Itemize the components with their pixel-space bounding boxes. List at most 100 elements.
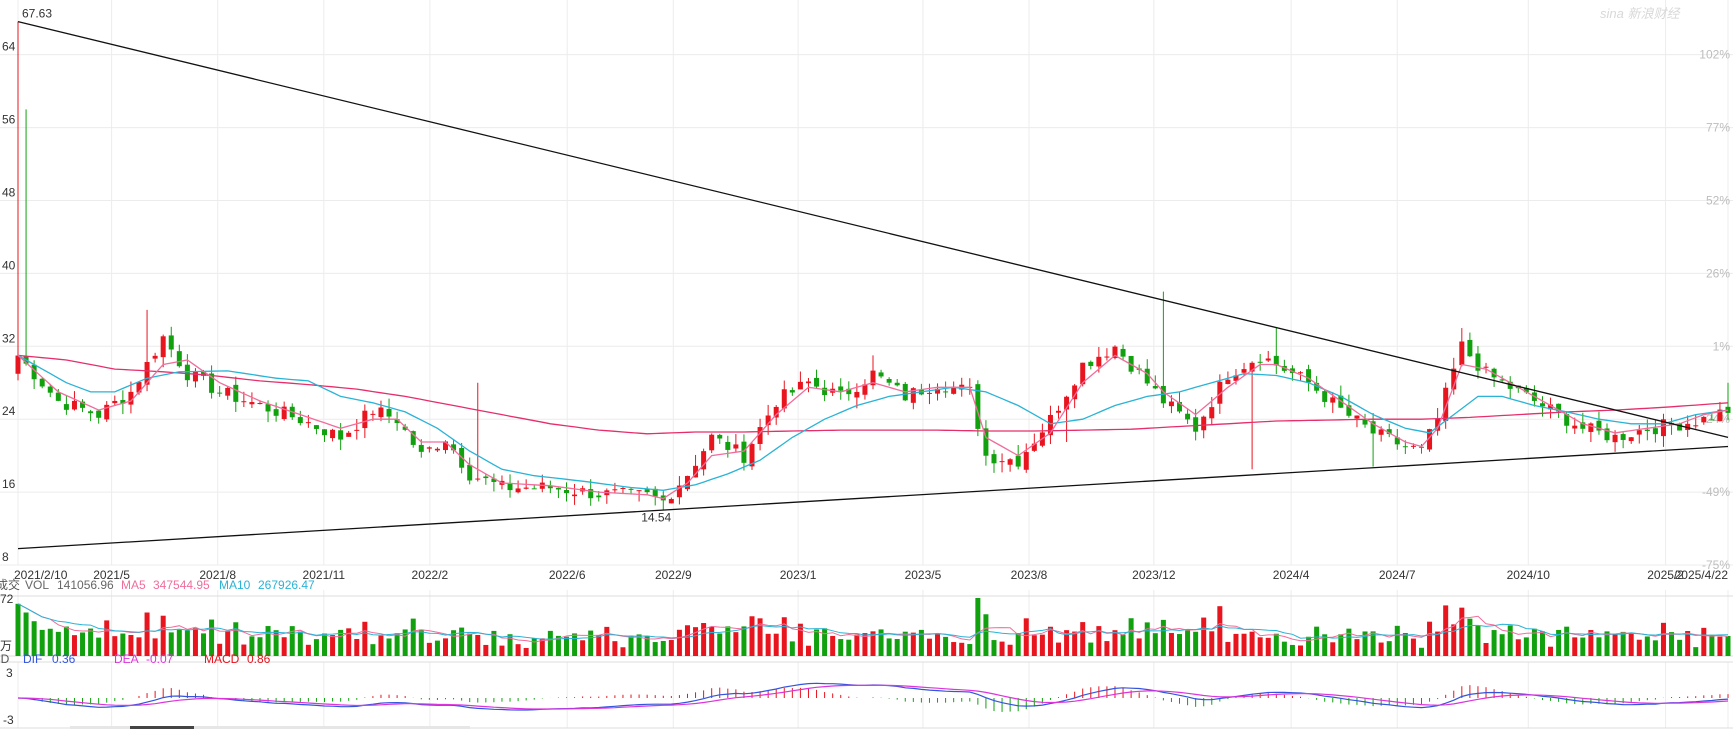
volume-bar [475,634,481,656]
candle-body [104,404,110,420]
candle-body [1564,414,1570,426]
candle-body [1693,425,1699,427]
volume-bar [1443,605,1449,656]
volume-bar [902,631,908,656]
volume-bar [418,629,424,656]
volume-bar [612,641,618,656]
volume-bar [991,640,997,656]
candles [15,21,1731,510]
high-annotation: 67.63 [22,7,52,21]
volume-bar [1168,632,1174,656]
volume-bar [886,638,892,656]
candle-body [1056,410,1062,413]
candle-body [257,403,263,405]
candle-body [926,392,932,394]
volume-bar [596,634,602,656]
x-tick-label: 2022/2 [412,568,449,582]
candle-body [1402,446,1408,448]
volume-bar [1289,644,1295,656]
x-tick-label: 2022/6 [549,568,586,582]
candle-body [507,482,513,491]
candle-body [192,371,198,382]
volume-bar [1330,642,1336,656]
candle-body [628,488,634,490]
macd-legend: MACD DIF 0.36 DEA -0.07 MACD 0.86 3 -3 [0,652,271,727]
scrollbar-track[interactable] [70,726,470,729]
scrollbar-thumb[interactable] [130,726,194,729]
candle-body [1701,416,1707,423]
candle-body [1556,403,1562,412]
volume-bar [975,598,981,656]
volume-bar [1152,633,1158,656]
candle-body [144,362,150,385]
right-axis-label: 102% [1699,48,1730,62]
moving-averages [17,354,1729,500]
candle-body [1652,428,1658,435]
x-tick-label: 2021/2/10 [14,568,68,582]
volume-bar [346,628,352,656]
volume-bar [951,642,957,656]
volume-bar [1257,637,1263,656]
candle-body [1144,368,1150,384]
time-scrollbar[interactable] [70,726,470,729]
candle-body [1217,381,1223,404]
candle-body [426,447,432,449]
volume-bar [1515,639,1521,656]
volume-bar [442,638,449,656]
volume-bar [273,630,279,656]
candle-body [1257,361,1263,363]
volume-bar [701,623,707,656]
candle-body [39,378,45,387]
x-tick-label: 2023/5 [905,568,942,582]
candle-body [184,364,190,381]
volume-bar [1628,632,1634,656]
volume-bar [1669,632,1675,656]
volume-bar [201,633,207,656]
candle-body [1096,356,1102,367]
volume-bar [1693,647,1699,656]
candle-body [1451,368,1457,390]
volume-bar [47,628,53,656]
candle-body [991,454,997,464]
candle-body [1588,423,1594,432]
candle-body [160,336,166,358]
volume-bar [402,629,408,656]
volume-bar [1499,634,1505,656]
candle-body [1435,418,1441,431]
candle-body [1572,425,1578,429]
candle-body [1548,404,1554,410]
volume-bar [693,627,699,656]
volume-bar [935,634,941,656]
candle-body [1475,353,1481,371]
volume-bar [96,637,102,656]
candle-body [1507,381,1513,389]
candle-body [346,432,352,437]
candle-body [935,388,941,394]
volume-bar [1531,628,1537,656]
volume-bar [894,639,900,656]
volume-bar [152,638,158,656]
volume-bar [386,638,392,656]
candle-body [1394,437,1400,445]
volume-bar [588,630,594,656]
volume-bar [1451,624,1457,656]
candle-body [1580,422,1586,429]
candle-body [781,389,787,409]
volume-bar [1410,638,1416,656]
volume-bar [1507,625,1513,656]
candle-body [1386,429,1392,435]
macd-legend-name: MACD [204,652,240,666]
volume-bar [830,635,836,656]
candle-body [201,371,207,376]
volume-ma5-line [17,603,1729,643]
volume-bar [1233,633,1239,656]
volume-bar [1556,629,1562,656]
volume-bar [144,612,150,656]
volume-bar [1709,634,1715,656]
volume-bar [136,637,142,656]
volume-bar [1386,641,1392,656]
volume-bar [1193,631,1199,656]
volume-bar [1112,630,1118,656]
